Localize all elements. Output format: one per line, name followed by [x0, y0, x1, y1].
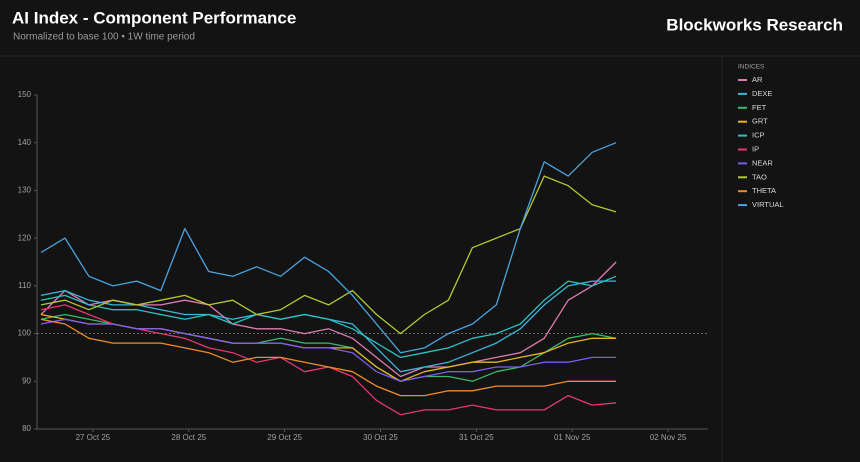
- series-line: [40, 318, 617, 382]
- legend-label: NEAR: [752, 158, 773, 167]
- x-tick-label: 30 Oct 25: [363, 433, 398, 442]
- legend-title: INDICES: [738, 64, 765, 71]
- y-tick-label: 130: [18, 186, 32, 195]
- brand: Blockworks Research: [666, 15, 843, 34]
- y-tick-label: 90: [22, 376, 31, 385]
- y-tick-label: 110: [18, 281, 31, 290]
- x-tick-label: 31 Oct 25: [459, 433, 494, 442]
- series-line: [40, 142, 617, 354]
- legend-label: FET: [752, 103, 767, 112]
- y-tick-label: 150: [18, 90, 32, 99]
- legend-label: ICP: [752, 131, 765, 140]
- legend-label: AR: [752, 75, 763, 84]
- legend-label: THETA: [752, 186, 776, 195]
- legend-label: TAO: [752, 172, 767, 181]
- x-tick-label: 27 Oct 25: [76, 433, 111, 442]
- series-line: [40, 275, 617, 359]
- x-tick-label: 29 Oct 25: [267, 433, 302, 442]
- x-tick-label: 01 Nov 25: [554, 433, 591, 442]
- series-line: [40, 318, 617, 397]
- y-tick-label: 80: [22, 424, 31, 433]
- legend-label: VIRTUAL: [752, 200, 784, 209]
- y-tick-label: 140: [18, 138, 32, 147]
- x-tick-label: 02 Nov 25: [650, 433, 687, 442]
- legend-label: DEXE: [752, 89, 772, 98]
- x-tick-label: 28 Oct 25: [171, 433, 206, 442]
- legend-label: IP: [752, 144, 759, 153]
- chart-subtitle: Normalized to base 100 • 1W time period: [13, 32, 195, 43]
- y-tick-label: 120: [18, 233, 32, 242]
- y-tick-label: 100: [18, 329, 32, 338]
- legend-label: GRT: [752, 117, 768, 126]
- chart-title: AI Index - Component Performance: [12, 8, 296, 27]
